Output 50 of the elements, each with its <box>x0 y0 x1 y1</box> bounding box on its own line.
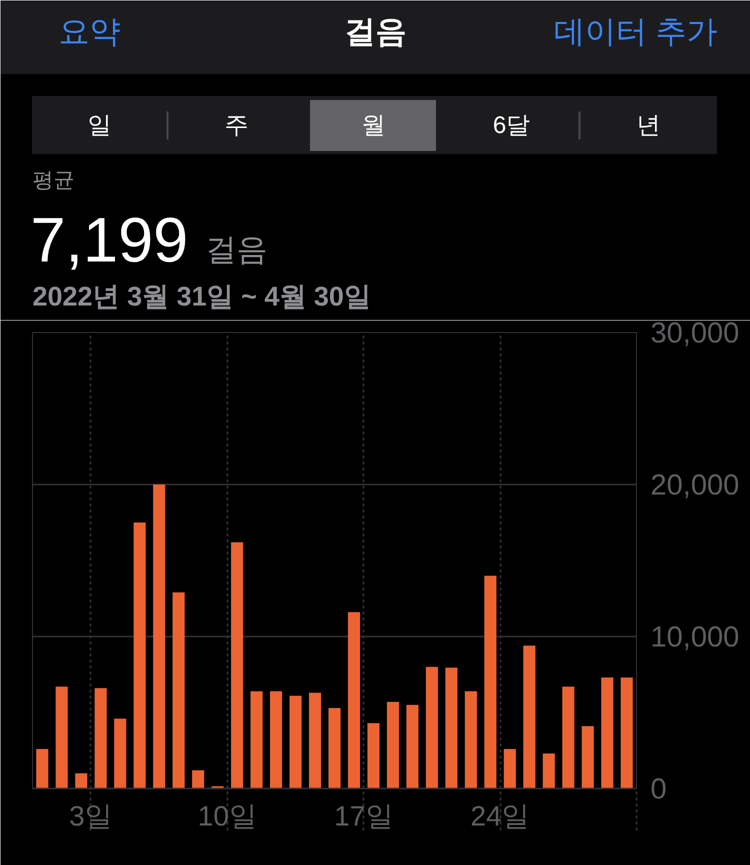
y-tick-label: 20,000 <box>650 470 740 502</box>
text: 요약 <box>58 14 120 49</box>
text: 평균 <box>32 169 74 192</box>
bar <box>542 754 555 788</box>
text: 년 <box>636 112 660 139</box>
x-tick-label: 24일 <box>470 800 530 832</box>
bar <box>94 688 107 788</box>
bar <box>36 748 48 788</box>
text: 데이터 추가 <box>554 14 718 49</box>
bar <box>562 686 574 788</box>
bar <box>504 748 516 788</box>
text: 월 <box>362 112 386 139</box>
bar <box>464 691 477 788</box>
bar <box>445 668 458 788</box>
bar <box>114 718 126 788</box>
bar <box>367 723 380 788</box>
text: 일 <box>88 112 112 139</box>
bar <box>386 702 399 788</box>
bar <box>484 576 496 788</box>
bar <box>328 708 341 788</box>
text: 7,199 <box>30 206 188 276</box>
text: 2022년 3월 31일 ~ 4월 30일 <box>32 282 371 312</box>
y-tick-label: 30,000 <box>650 318 740 350</box>
bar <box>153 484 166 788</box>
bar <box>192 770 204 788</box>
bar <box>231 542 244 788</box>
bar <box>426 666 438 788</box>
bar <box>582 726 594 788</box>
bar <box>270 691 282 788</box>
y-tick-label: 10,000 <box>650 622 740 654</box>
bar <box>308 692 322 788</box>
text: 6달 <box>492 112 530 139</box>
bar <box>172 592 185 788</box>
chart-title: 걸음 <box>344 14 406 49</box>
bar <box>523 646 536 788</box>
x-tick-label: 10일 <box>198 800 257 832</box>
text: 주 <box>224 112 248 139</box>
bar <box>75 773 88 788</box>
bar <box>601 678 614 788</box>
x-tick-label: 17일 <box>334 800 394 832</box>
bar <box>56 686 68 788</box>
bar <box>134 522 146 788</box>
bar <box>348 612 360 788</box>
y-tick-label: 0 <box>650 774 667 806</box>
bar <box>406 704 418 788</box>
bar <box>289 696 302 788</box>
bar <box>250 691 263 788</box>
text: 걸음 <box>206 232 268 267</box>
x-tick-label: 3일 <box>69 800 113 832</box>
bar <box>620 678 633 788</box>
